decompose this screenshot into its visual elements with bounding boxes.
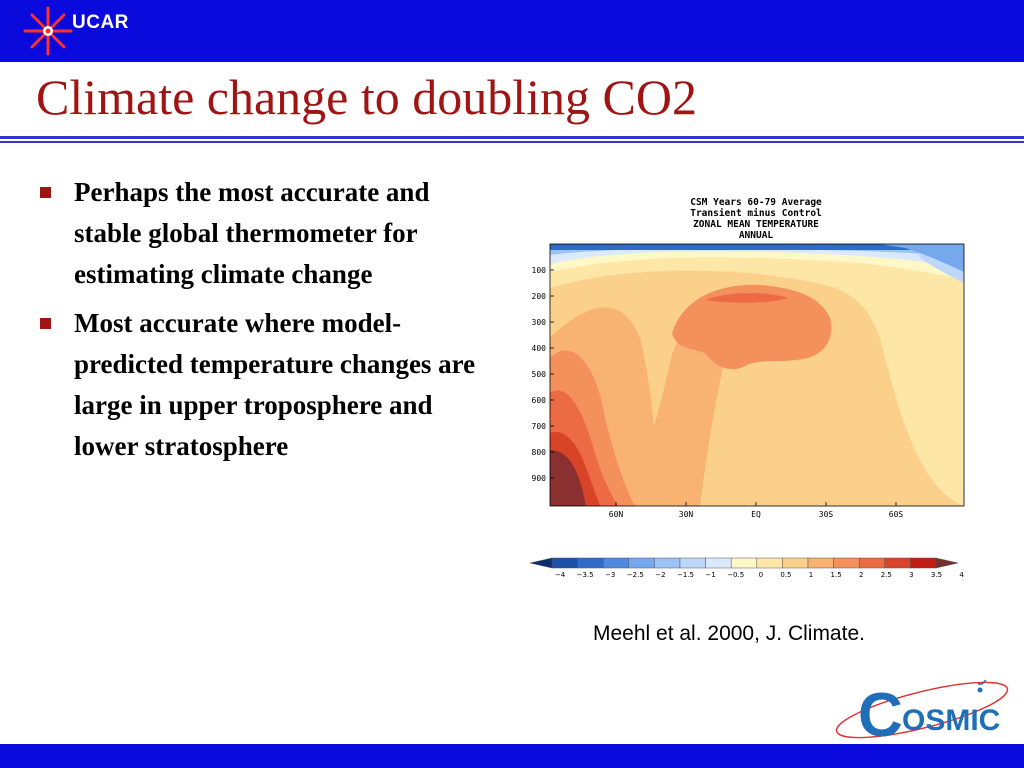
y-tick-label: 100 — [532, 266, 547, 275]
colorbar-tick-label: −3 — [605, 571, 615, 579]
colorbar-segment — [782, 557, 809, 569]
colorbar-tick-label: 2 — [859, 571, 863, 579]
colorbar-tick-label: 1 — [809, 571, 813, 579]
figure-citation: Meehl et al. 2000, J. Climate. — [593, 622, 865, 645]
header-bar: UCAR — [0, 0, 1024, 62]
slide-title: Climate change to doubling CO2 — [36, 69, 698, 125]
colorbar-segment — [602, 557, 630, 569]
figure-title-line-2: Transient minus Control — [690, 208, 822, 219]
colorbar-tick-label: 4 — [959, 571, 964, 579]
square-bullet-icon — [40, 318, 51, 329]
y-tick-label: 800 — [532, 448, 547, 457]
square-bullet-icon — [40, 187, 51, 198]
colorbar-segment — [679, 557, 706, 569]
x-tick-label: EQ — [751, 510, 761, 519]
y-tick-label: 400 — [532, 344, 547, 353]
ucar-logo-text: UCAR — [72, 12, 129, 33]
colorbar-tick-label: 0 — [759, 571, 763, 579]
bullet-list: Perhaps the most accurate and stable glo… — [36, 172, 486, 475]
colorbar-segment — [628, 557, 655, 569]
colorbar-low-arrow — [529, 557, 553, 569]
colorbar-segment — [654, 557, 681, 569]
cosmic-logo-initial: C — [858, 681, 903, 748]
colorbar-segment — [910, 557, 937, 569]
y-axis-ticks: 100 200 300 400 500 600 700 800 900 — [532, 266, 554, 483]
colorbar-tick-label: 2.5 — [881, 571, 892, 579]
colorbar-tick-label: 0.5 — [780, 571, 791, 579]
colorbar: −4 −3.5 −3 −2.5 −2 −1.5 −1 −0.5 0 0.5 1 1.5 2 2.5 3 3.5… — [529, 557, 964, 579]
colorbar-tick-label: −4 — [555, 571, 566, 579]
x-tick-label: 60N — [609, 510, 624, 519]
colorbar-segment — [551, 557, 578, 569]
title-rule-bottom — [0, 141, 1024, 143]
x-tick-label: 30S — [819, 510, 834, 519]
footer-bar — [0, 744, 1024, 768]
y-tick-label: 500 — [532, 370, 547, 379]
colorbar-segment — [705, 557, 732, 569]
figure-title-line-1: CSM Years 60-79 Average — [690, 197, 822, 208]
y-tick-label: 200 — [532, 292, 547, 301]
colorbar-tick-label: −1.5 — [677, 571, 694, 579]
x-axis-ticks: 60N 30N EQ 30S 60S — [609, 502, 904, 519]
y-tick-label: 300 — [532, 318, 547, 327]
y-tick-label: 600 — [532, 396, 547, 405]
colorbar-segment — [807, 557, 834, 569]
bullet-text: Perhaps the most accurate and stable glo… — [74, 177, 430, 289]
colorbar-tick-label: −1 — [705, 571, 715, 579]
ucar-logo — [23, 6, 73, 56]
colorbar-segment — [730, 557, 758, 569]
y-tick-label: 900 — [532, 474, 547, 483]
figure-title-line-4: ANNUAL — [739, 230, 774, 241]
figure-title-line-3: ZONAL MEAN TEMPERATURE — [693, 219, 819, 230]
bullet-item-2: Most accurate where model-predicted temp… — [36, 303, 486, 467]
cosmic-logo: C OSMIC — [835, 679, 1009, 748]
colorbar-tick-label: 3.5 — [931, 571, 942, 579]
x-tick-label: 60S — [889, 510, 904, 519]
colorbar-tick-label: 1.5 — [831, 571, 842, 579]
temperature-change-figure: CSM Years 60-79 Average Transient minus … — [529, 197, 965, 579]
colorbar-tick-label: −2.5 — [627, 571, 644, 579]
cosmic-logo-text: OSMIC — [902, 704, 1000, 737]
colorbar-segment — [858, 557, 886, 569]
temperature-contour-field — [550, 244, 964, 506]
colorbar-high-arrow — [935, 557, 959, 569]
y-tick-label: 700 — [532, 422, 547, 431]
colorbar-tick-label: −3.5 — [577, 571, 594, 579]
colorbar-tick-label: −2 — [655, 571, 665, 579]
colorbar-segment — [756, 557, 783, 569]
colorbar-tick-label: −0.5 — [727, 571, 744, 579]
colorbar-segment — [833, 557, 860, 569]
title-rule-top — [0, 136, 1024, 139]
colorbar-segment — [884, 557, 911, 569]
bullet-text: Most accurate where model-predicted temp… — [74, 308, 476, 461]
bullet-item-1: Perhaps the most accurate and stable glo… — [36, 172, 486, 295]
colorbar-tick-label: 3 — [909, 571, 913, 579]
colorbar-segment — [577, 557, 604, 569]
x-tick-label: 30N — [679, 510, 694, 519]
